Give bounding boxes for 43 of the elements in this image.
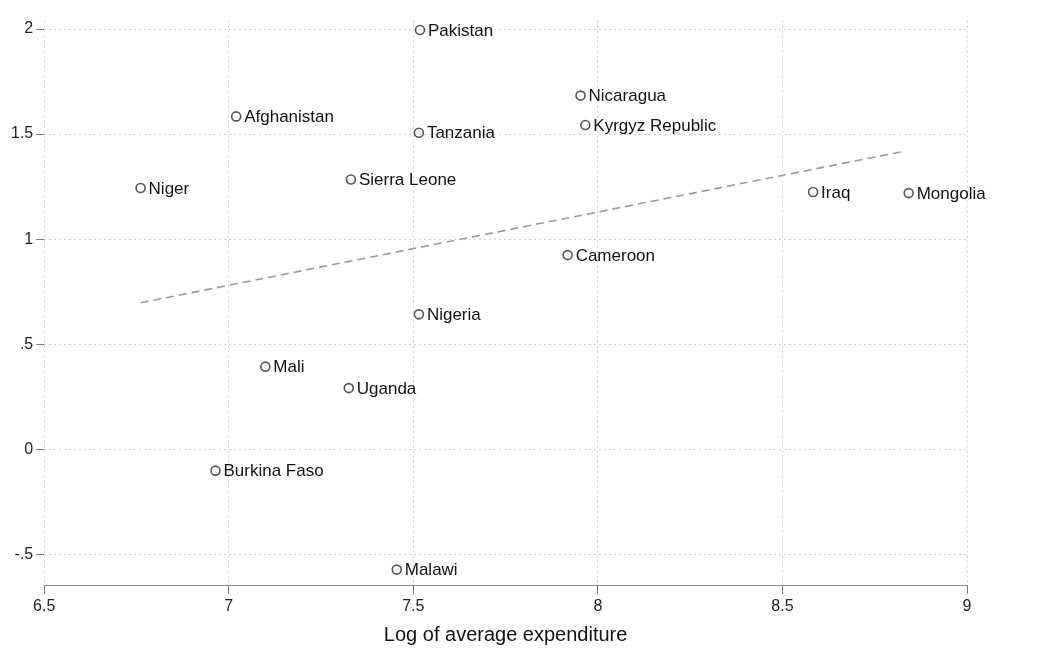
point [230, 111, 242, 122]
annotation: Sierra Leone [358, 170, 457, 190]
annotation: Burkina Faso [223, 461, 324, 481]
annotation: Afghanistan [244, 107, 334, 127]
point [414, 24, 426, 36]
x-tick-label: 8 [593, 596, 603, 614]
y-tick-label: -.5 [14, 544, 34, 562]
y-tick-label: .5 [19, 334, 34, 352]
x-tick-label: 7 [224, 596, 234, 614]
x-tick-label: 8.5 [771, 596, 794, 614]
x-axis-title: Log of average expenditure [383, 622, 628, 645]
x-tick-label: 9 [962, 596, 972, 614]
annotation: Iraq [821, 182, 851, 202]
y-tick-label: 1.5 [10, 124, 34, 142]
point [580, 119, 591, 131]
x-tick-label: 6.5 [33, 596, 56, 614]
y-tick-label: 0 [24, 439, 34, 457]
point [807, 186, 819, 198]
annotation: Cameroon [575, 245, 656, 265]
point [413, 309, 425, 320]
point [345, 174, 357, 185]
annotation: Niger [148, 178, 190, 198]
point [413, 127, 425, 139]
point [210, 465, 221, 476]
annotation: Tanzania [426, 123, 496, 143]
annotation: Pakistan [427, 20, 494, 40]
annotation: Nicaragua [588, 86, 667, 106]
annotation: Nigeria [426, 305, 482, 325]
annotation: Mongolia [916, 183, 987, 203]
annotation: Malawi [404, 560, 458, 580]
point [391, 564, 403, 575]
point [343, 382, 355, 394]
annotation: Uganda [356, 378, 417, 398]
point [575, 90, 586, 101]
point [260, 361, 271, 372]
y-tick-label: 1 [24, 229, 34, 247]
x-tick-label: 7.5 [402, 596, 425, 614]
y-tick-label: 2 [24, 19, 34, 37]
annotation: Mali [273, 357, 305, 377]
point [903, 187, 914, 199]
annotation: Kyrgyz Republic [593, 115, 717, 135]
point [135, 182, 146, 194]
point [562, 249, 573, 261]
